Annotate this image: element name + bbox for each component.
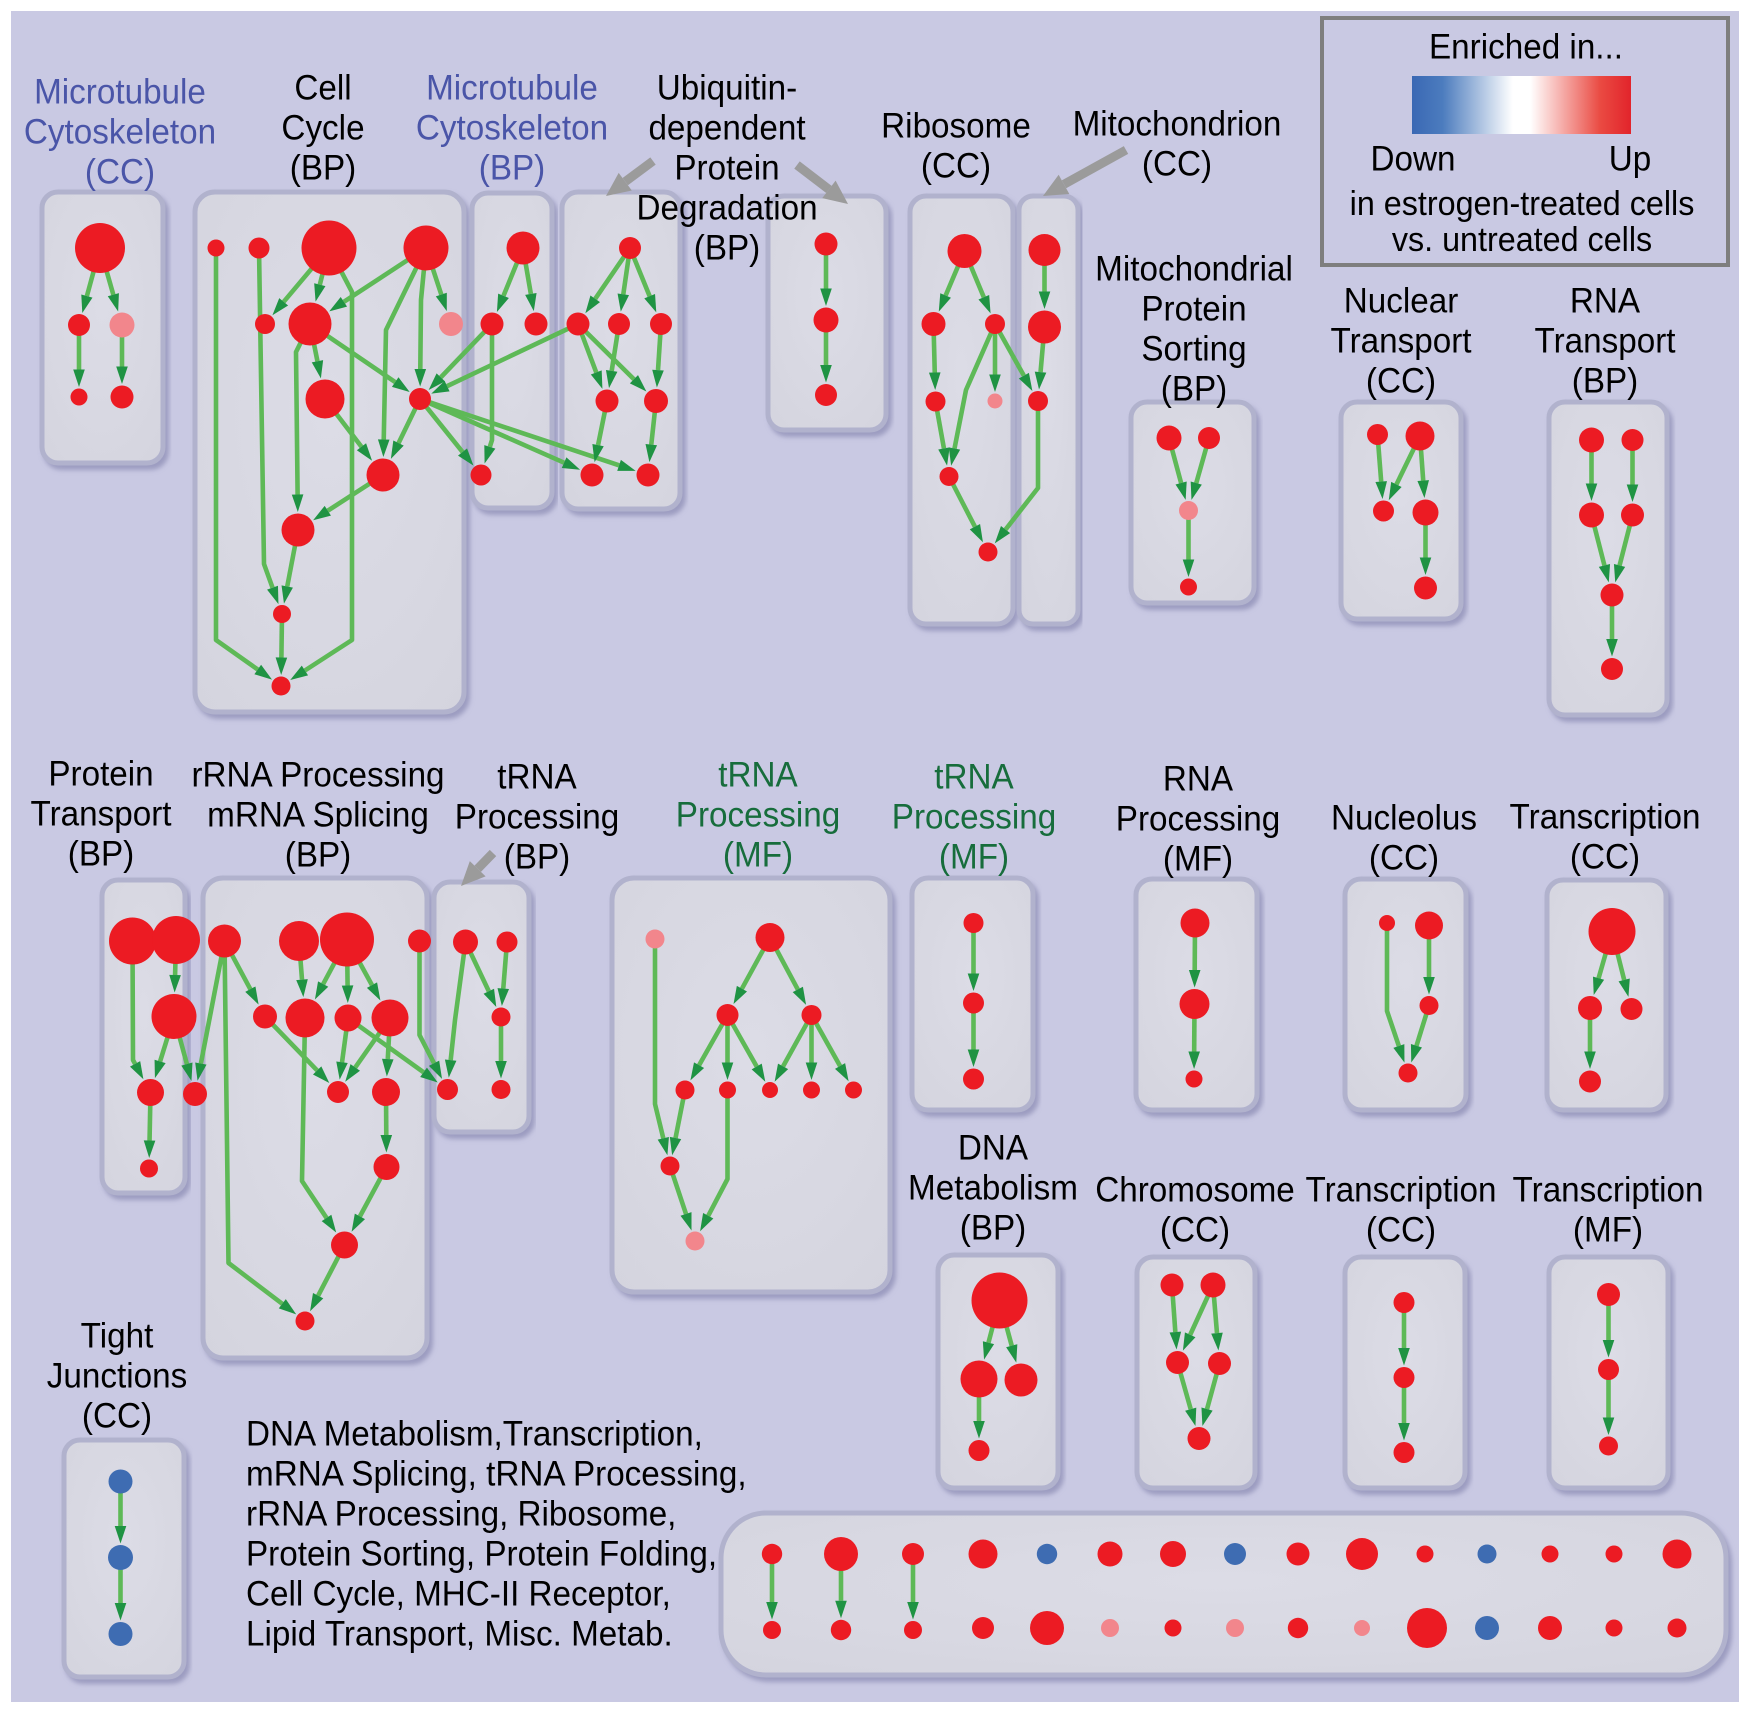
svg-text:Transcription: Transcription xyxy=(1306,1171,1497,1210)
svg-text:rRNA Processing, Ribosome,: rRNA Processing, Ribosome, xyxy=(246,1495,676,1534)
svg-text:(CC): (CC) xyxy=(1366,362,1436,401)
svg-text:Protein Sorting, Protein Foldi: Protein Sorting, Protein Folding, xyxy=(246,1535,717,1574)
svg-text:Processing: Processing xyxy=(676,796,840,835)
svg-text:(MF): (MF) xyxy=(1163,840,1233,879)
svg-text:Microtubule: Microtubule xyxy=(34,73,206,112)
svg-text:tRNA: tRNA xyxy=(934,758,1014,797)
svg-text:(BP): (BP) xyxy=(68,835,134,874)
svg-text:(CC): (CC) xyxy=(1160,1211,1230,1250)
svg-text:Mitochondrion: Mitochondrion xyxy=(1073,105,1282,144)
svg-text:(CC): (CC) xyxy=(85,153,155,192)
svg-text:Enriched in...: Enriched in... xyxy=(1429,28,1623,67)
svg-text:Transport: Transport xyxy=(1330,322,1472,361)
svg-text:Chromosome: Chromosome xyxy=(1095,1171,1295,1210)
svg-text:Cytoskeleton: Cytoskeleton xyxy=(24,113,216,152)
svg-text:Transcription: Transcription xyxy=(1510,798,1701,837)
svg-text:(MF): (MF) xyxy=(723,836,793,875)
svg-text:Tight: Tight xyxy=(81,1317,154,1356)
svg-text:Processing: Processing xyxy=(455,798,619,837)
svg-text:Transport: Transport xyxy=(1534,322,1676,361)
svg-text:(BP): (BP) xyxy=(290,149,356,188)
svg-text:Degradation: Degradation xyxy=(636,189,817,228)
svg-text:Processing: Processing xyxy=(1116,800,1280,839)
svg-text:(BP): (BP) xyxy=(504,838,570,877)
svg-text:(CC): (CC) xyxy=(1366,1211,1436,1250)
svg-text:Mitochondrial: Mitochondrial xyxy=(1095,250,1293,289)
svg-text:Protein: Protein xyxy=(1141,290,1246,329)
svg-text:(MF): (MF) xyxy=(939,838,1009,877)
svg-text:Cytoskeleton: Cytoskeleton xyxy=(416,109,608,148)
svg-text:Cell Cycle, MHC-II Receptor,: Cell Cycle, MHC-II Receptor, xyxy=(246,1575,671,1614)
svg-text:DNA Metabolism,Transcription,: DNA Metabolism,Transcription, xyxy=(246,1415,703,1454)
svg-text:(BP): (BP) xyxy=(960,1209,1026,1248)
svg-text:(BP): (BP) xyxy=(479,149,545,188)
svg-text:Ubiquitin-: Ubiquitin- xyxy=(657,69,797,108)
svg-text:Cell: Cell xyxy=(294,69,351,108)
svg-text:Protein: Protein xyxy=(674,149,779,188)
svg-text:Ribosome: Ribosome xyxy=(881,107,1031,146)
svg-text:Processing: Processing xyxy=(892,798,1056,837)
svg-text:dependent: dependent xyxy=(648,109,806,148)
svg-text:(BP): (BP) xyxy=(285,836,351,875)
svg-text:rRNA Processing: rRNA Processing xyxy=(191,756,444,795)
svg-text:Protein: Protein xyxy=(48,755,153,794)
svg-text:Cycle: Cycle xyxy=(281,109,364,148)
svg-text:in estrogen-treated cells: in estrogen-treated cells xyxy=(1350,185,1695,223)
svg-text:DNA: DNA xyxy=(958,1129,1028,1168)
svg-text:Transcription: Transcription xyxy=(1513,1171,1704,1210)
svg-text:Up: Up xyxy=(1609,140,1651,179)
svg-text:(BP): (BP) xyxy=(1572,362,1638,401)
svg-text:Microtubule: Microtubule xyxy=(426,69,598,108)
svg-text:vs. untreated cells: vs. untreated cells xyxy=(1392,221,1652,259)
svg-text:Junctions: Junctions xyxy=(47,1357,187,1396)
svg-text:Down: Down xyxy=(1371,140,1456,179)
svg-text:tRNA: tRNA xyxy=(497,758,577,797)
svg-text:(CC): (CC) xyxy=(82,1397,152,1436)
svg-text:(BP): (BP) xyxy=(694,229,760,268)
svg-text:Nuclear: Nuclear xyxy=(1344,282,1459,321)
svg-text:Nucleolus: Nucleolus xyxy=(1331,799,1477,838)
svg-text:(CC): (CC) xyxy=(921,147,991,186)
svg-text:mRNA Splicing, tRNA Processing: mRNA Splicing, tRNA Processing, xyxy=(246,1455,747,1494)
svg-text:Transport: Transport xyxy=(30,795,172,834)
svg-text:mRNA Splicing: mRNA Splicing xyxy=(207,796,429,835)
svg-text:(MF): (MF) xyxy=(1573,1211,1643,1250)
svg-text:Lipid Transport, Misc. Metab.: Lipid Transport, Misc. Metab. xyxy=(246,1615,673,1654)
svg-text:RNA: RNA xyxy=(1163,760,1233,799)
svg-text:tRNA: tRNA xyxy=(718,756,798,795)
svg-text:RNA: RNA xyxy=(1570,282,1640,321)
svg-text:(CC): (CC) xyxy=(1142,145,1212,184)
svg-text:Sorting: Sorting xyxy=(1141,330,1246,369)
svg-text:(CC): (CC) xyxy=(1369,839,1439,878)
svg-text:(BP): (BP) xyxy=(1161,370,1227,409)
svg-text:(CC): (CC) xyxy=(1570,838,1640,877)
svg-text:Metabolism: Metabolism xyxy=(908,1169,1078,1208)
